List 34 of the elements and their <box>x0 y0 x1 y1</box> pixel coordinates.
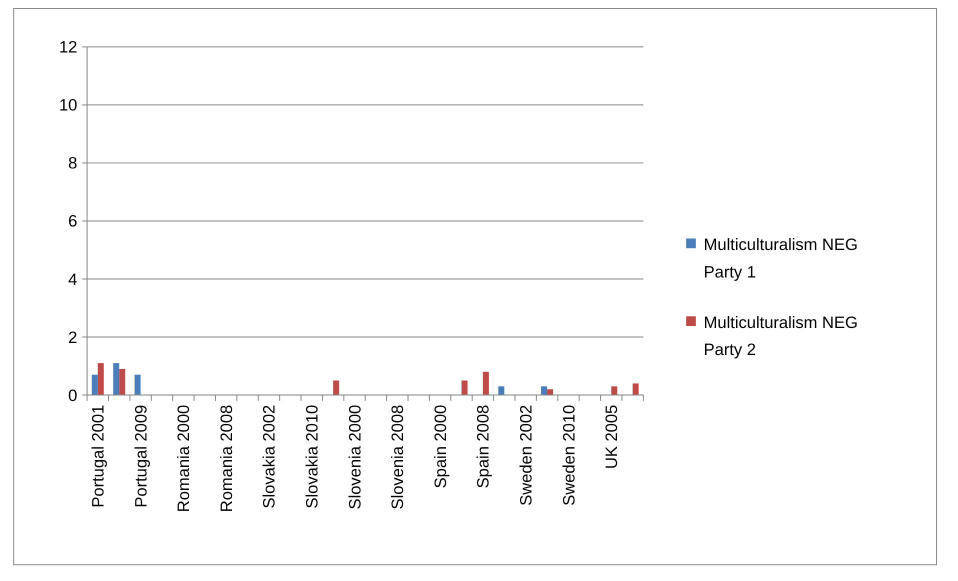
y-tick-label: 12 <box>59 38 78 57</box>
bar <box>98 363 104 396</box>
x-tick-label: Sweden 2002 <box>516 404 536 506</box>
x-tick-label: Sweden 2010 <box>559 404 578 506</box>
y-tick-label: 2 <box>68 328 78 347</box>
y-tick-label: 8 <box>68 154 78 173</box>
x-tick-label: Spain 2000 <box>430 404 450 488</box>
y-tick-label: 10 <box>59 96 78 115</box>
x-tick-label: Slovakia 2002 <box>260 404 279 509</box>
x-tick-label: Slovakia 2010 <box>302 404 322 509</box>
bar <box>541 386 548 396</box>
bar <box>461 380 468 396</box>
x-tick-label: Portugal 2009 <box>131 404 150 508</box>
x-tick-label: Slovenia 2008 <box>388 404 408 510</box>
x-tick-label: Romania 2008 <box>216 404 236 512</box>
bar <box>92 374 98 396</box>
x-tick-label: Slovenia 2000 <box>345 404 364 510</box>
x-tick-label: UK 2005 <box>602 404 622 470</box>
bar <box>482 372 489 396</box>
bar <box>113 363 120 396</box>
bar <box>134 374 141 396</box>
bar <box>547 389 554 396</box>
x-tick-label: Spain 2008 <box>474 404 493 488</box>
x-tick-label: Romania 2000 <box>174 404 194 512</box>
legend-label: Multiculturalism NEG Party 1 <box>704 235 858 282</box>
y-tick-label: 0 <box>68 386 78 405</box>
y-tick-label: 4 <box>68 270 78 289</box>
legend-label: Multiculturalism NEG Party 2 <box>704 312 858 360</box>
bar <box>632 383 639 396</box>
x-tick-label: Portugal 2001 <box>88 404 108 508</box>
bar <box>119 368 126 396</box>
bar <box>498 386 504 396</box>
bar <box>333 380 340 396</box>
y-tick-label: 6 <box>68 212 78 231</box>
